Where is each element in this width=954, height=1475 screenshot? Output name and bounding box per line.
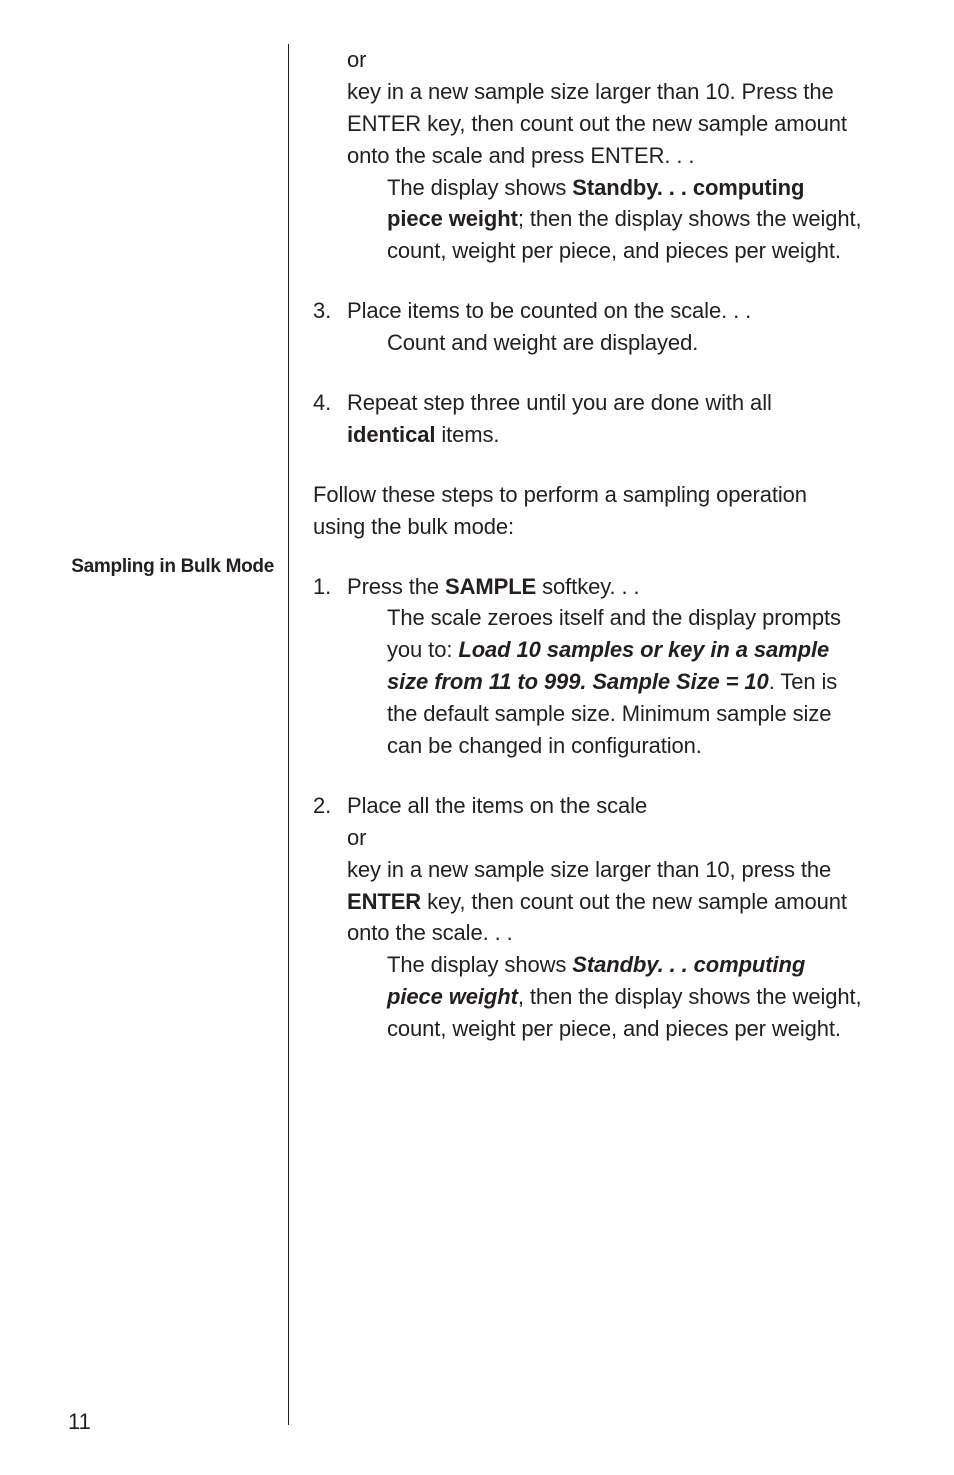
s1-sub: The scale zeroes itself and the display …	[347, 602, 864, 761]
txt: Repeat step three until you are done wit…	[347, 390, 772, 415]
txt: Press the	[347, 574, 445, 599]
spacer	[313, 44, 347, 267]
bulk-step-2: 2. Place all the items on the scale or k…	[313, 790, 864, 1045]
step-body: Place items to be counted on the scale. …	[347, 295, 864, 359]
enter-bold: ENTER	[347, 889, 421, 914]
s2-or: or	[347, 822, 864, 854]
step-num: 4.	[313, 387, 347, 451]
continued-body: or key in a new sample size larger than …	[347, 44, 864, 267]
s2-line-b: key in a new sample size larger than 10,…	[347, 854, 864, 950]
step-body: Repeat step three until you are done wit…	[347, 387, 864, 451]
txt: softkey. . .	[536, 574, 639, 599]
bulk-intro: Follow these steps to perform a sampling…	[313, 479, 864, 543]
step-body: Press the SAMPLE softkey. . . The scale …	[347, 571, 864, 762]
txt: The display shows	[387, 952, 572, 977]
page: Sampling in Bulk Mode or key in a new sa…	[0, 0, 954, 1475]
page-number: 11	[68, 1409, 91, 1435]
txt: The display shows	[387, 175, 572, 200]
side-heading: Sampling in Bulk Mode	[68, 556, 274, 578]
txt: key in a new sample size larger than 10,…	[347, 857, 831, 882]
step-num: 3.	[313, 295, 347, 359]
step-num: 2.	[313, 790, 347, 1045]
step-num: 1.	[313, 571, 347, 762]
display-result: The display shows Standby. . . computing…	[347, 172, 864, 268]
s1-line: Press the SAMPLE softkey. . .	[347, 571, 864, 603]
txt: items.	[435, 422, 499, 447]
side-column: Sampling in Bulk Mode	[68, 44, 288, 1425]
or-line: or	[347, 44, 864, 76]
continued-item: or key in a new sample size larger than …	[313, 44, 864, 267]
step-3: 3. Place items to be counted on the scal…	[313, 295, 864, 359]
step-body: Place all the items on the scale or key …	[347, 790, 864, 1045]
sample-bold: SAMPLE	[445, 574, 536, 599]
keyin-line: key in a new sample size larger than 10.…	[347, 76, 864, 172]
bulk-step-1: 1. Press the SAMPLE softkey. . . The sca…	[313, 571, 864, 762]
main-column: or key in a new sample size larger than …	[289, 44, 864, 1425]
s2-line-a: Place all the items on the scale	[347, 790, 864, 822]
step3-sub: Count and weight are displayed.	[347, 327, 864, 359]
step-4: 4. Repeat step three until you are done …	[313, 387, 864, 451]
step3-text: Place items to be counted on the scale. …	[347, 295, 864, 327]
content-grid: Sampling in Bulk Mode or key in a new sa…	[68, 44, 864, 1425]
identical-bold: identical	[347, 422, 435, 447]
txt: key, then count out the new sample amoun…	[347, 889, 847, 946]
s2-sub: The display shows Standby. . . computing…	[347, 949, 864, 1045]
